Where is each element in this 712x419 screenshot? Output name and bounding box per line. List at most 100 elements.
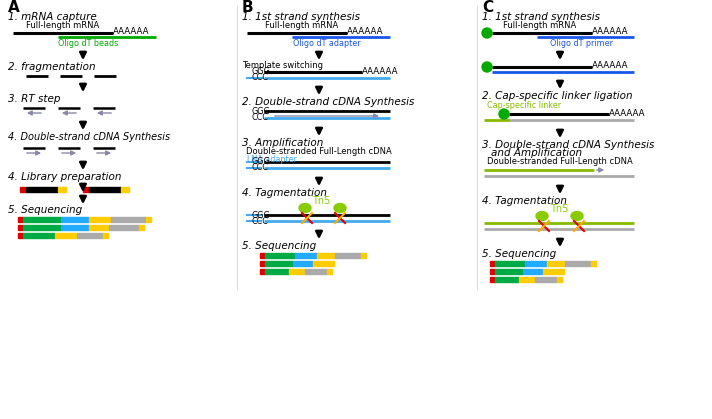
Text: Full-length mRNA: Full-length mRNA	[26, 21, 100, 31]
Text: Double-stranded Full-Length cDNA: Double-stranded Full-Length cDNA	[246, 147, 392, 155]
Bar	[20, 187, 26, 192]
Bar	[260, 253, 265, 258]
Bar	[265, 269, 289, 274]
Text: LNA adapter: LNA adapter	[247, 155, 297, 163]
Bar	[293, 261, 313, 266]
Ellipse shape	[571, 212, 583, 220]
Bar	[121, 187, 129, 192]
Text: 2. fragmentation: 2. fragmentation	[8, 62, 95, 72]
Bar	[313, 261, 329, 266]
Text: Cap-specific linker: Cap-specific linker	[487, 101, 561, 109]
Text: AAAAAA: AAAAAA	[592, 28, 629, 36]
Bar	[89, 225, 109, 230]
Bar	[109, 225, 139, 230]
Bar	[543, 269, 559, 274]
Text: Tn5: Tn5	[550, 204, 568, 214]
Bar	[495, 277, 519, 282]
Text: 5. Sequencing: 5. Sequencing	[242, 241, 316, 251]
Text: CCC: CCC	[252, 217, 269, 225]
Text: 2. Cap-specific linker ligation: 2. Cap-specific linker ligation	[482, 91, 633, 101]
Text: Oligo dT beads: Oligo dT beads	[58, 39, 118, 49]
Text: 2. Double-strand cDNA Synthesis: 2. Double-strand cDNA Synthesis	[242, 97, 414, 107]
Text: Template switching: Template switching	[242, 60, 323, 70]
Bar	[490, 269, 495, 274]
Text: 4. Library preparation: 4. Library preparation	[8, 172, 122, 182]
Bar	[58, 187, 66, 192]
Bar	[535, 277, 557, 282]
Text: 5. Sequencing: 5. Sequencing	[8, 205, 83, 215]
Text: GGG: GGG	[252, 158, 271, 166]
Text: Oligo dT adapter: Oligo dT adapter	[293, 39, 361, 49]
Text: CCC: CCC	[252, 163, 269, 173]
Bar	[327, 269, 332, 274]
Bar	[557, 277, 562, 282]
Bar	[591, 261, 596, 266]
Bar	[61, 217, 89, 222]
Text: GGG: GGG	[252, 67, 271, 75]
Bar	[61, 225, 89, 230]
Ellipse shape	[299, 204, 311, 212]
Text: A: A	[8, 0, 20, 16]
Bar	[18, 225, 23, 230]
Text: CCC: CCC	[252, 114, 269, 122]
Text: CCC: CCC	[252, 73, 269, 83]
Text: 5. Sequencing: 5. Sequencing	[482, 249, 556, 259]
Text: AAAAAA: AAAAAA	[113, 28, 150, 36]
Bar	[55, 233, 77, 238]
Bar	[565, 261, 591, 266]
Bar	[103, 233, 108, 238]
Text: Full-length mRNA: Full-length mRNA	[503, 21, 577, 31]
Bar	[305, 269, 327, 274]
Bar	[260, 269, 265, 274]
Bar	[265, 261, 293, 266]
Bar	[559, 269, 564, 274]
Bar	[265, 253, 295, 258]
Bar	[146, 217, 151, 222]
Bar	[89, 187, 121, 192]
Text: 4. Double-strand cDNA Synthesis: 4. Double-strand cDNA Synthesis	[8, 132, 170, 142]
Bar	[317, 253, 335, 258]
Text: Tn5: Tn5	[312, 196, 330, 206]
Text: 3. Double-strand cDNA Synthesis: 3. Double-strand cDNA Synthesis	[482, 140, 654, 150]
Bar	[111, 217, 146, 222]
Text: C: C	[482, 0, 493, 16]
Text: Full-length mRNA: Full-length mRNA	[266, 21, 339, 31]
Bar	[329, 261, 334, 266]
Bar	[23, 225, 61, 230]
Ellipse shape	[334, 204, 346, 212]
Bar	[23, 233, 55, 238]
Bar	[335, 253, 361, 258]
Bar	[490, 261, 495, 266]
Bar	[361, 253, 366, 258]
Text: AAAAAA: AAAAAA	[362, 67, 399, 75]
Text: Double-stranded Full-Length cDNA: Double-stranded Full-Length cDNA	[487, 158, 633, 166]
Text: AAAAAA: AAAAAA	[592, 62, 629, 70]
Text: B: B	[242, 0, 253, 16]
Bar	[295, 253, 317, 258]
Circle shape	[482, 28, 492, 38]
Bar	[139, 225, 144, 230]
Bar	[525, 261, 547, 266]
Text: 1. mRNA capture: 1. mRNA capture	[8, 12, 97, 22]
Text: AAAAAA: AAAAAA	[609, 109, 646, 117]
Bar	[289, 269, 305, 274]
Bar	[547, 261, 565, 266]
Bar	[495, 269, 523, 274]
Bar	[490, 277, 495, 282]
Bar	[18, 217, 23, 222]
Text: 1. 1st strand synthesis: 1. 1st strand synthesis	[482, 12, 600, 22]
Bar	[18, 233, 23, 238]
Text: 3. RT step: 3. RT step	[8, 94, 61, 104]
Bar	[519, 277, 535, 282]
Bar	[77, 233, 103, 238]
Text: AAAAAA: AAAAAA	[347, 28, 384, 36]
Bar	[89, 217, 111, 222]
Circle shape	[499, 109, 509, 119]
Ellipse shape	[536, 212, 548, 220]
Bar	[83, 187, 89, 192]
Text: Oligo dT primer: Oligo dT primer	[550, 39, 614, 49]
Bar	[523, 269, 543, 274]
Text: and Amplification: and Amplification	[491, 148, 582, 158]
Text: GGG: GGG	[252, 210, 271, 220]
Text: 1. 1st strand synthesis: 1. 1st strand synthesis	[242, 12, 360, 22]
